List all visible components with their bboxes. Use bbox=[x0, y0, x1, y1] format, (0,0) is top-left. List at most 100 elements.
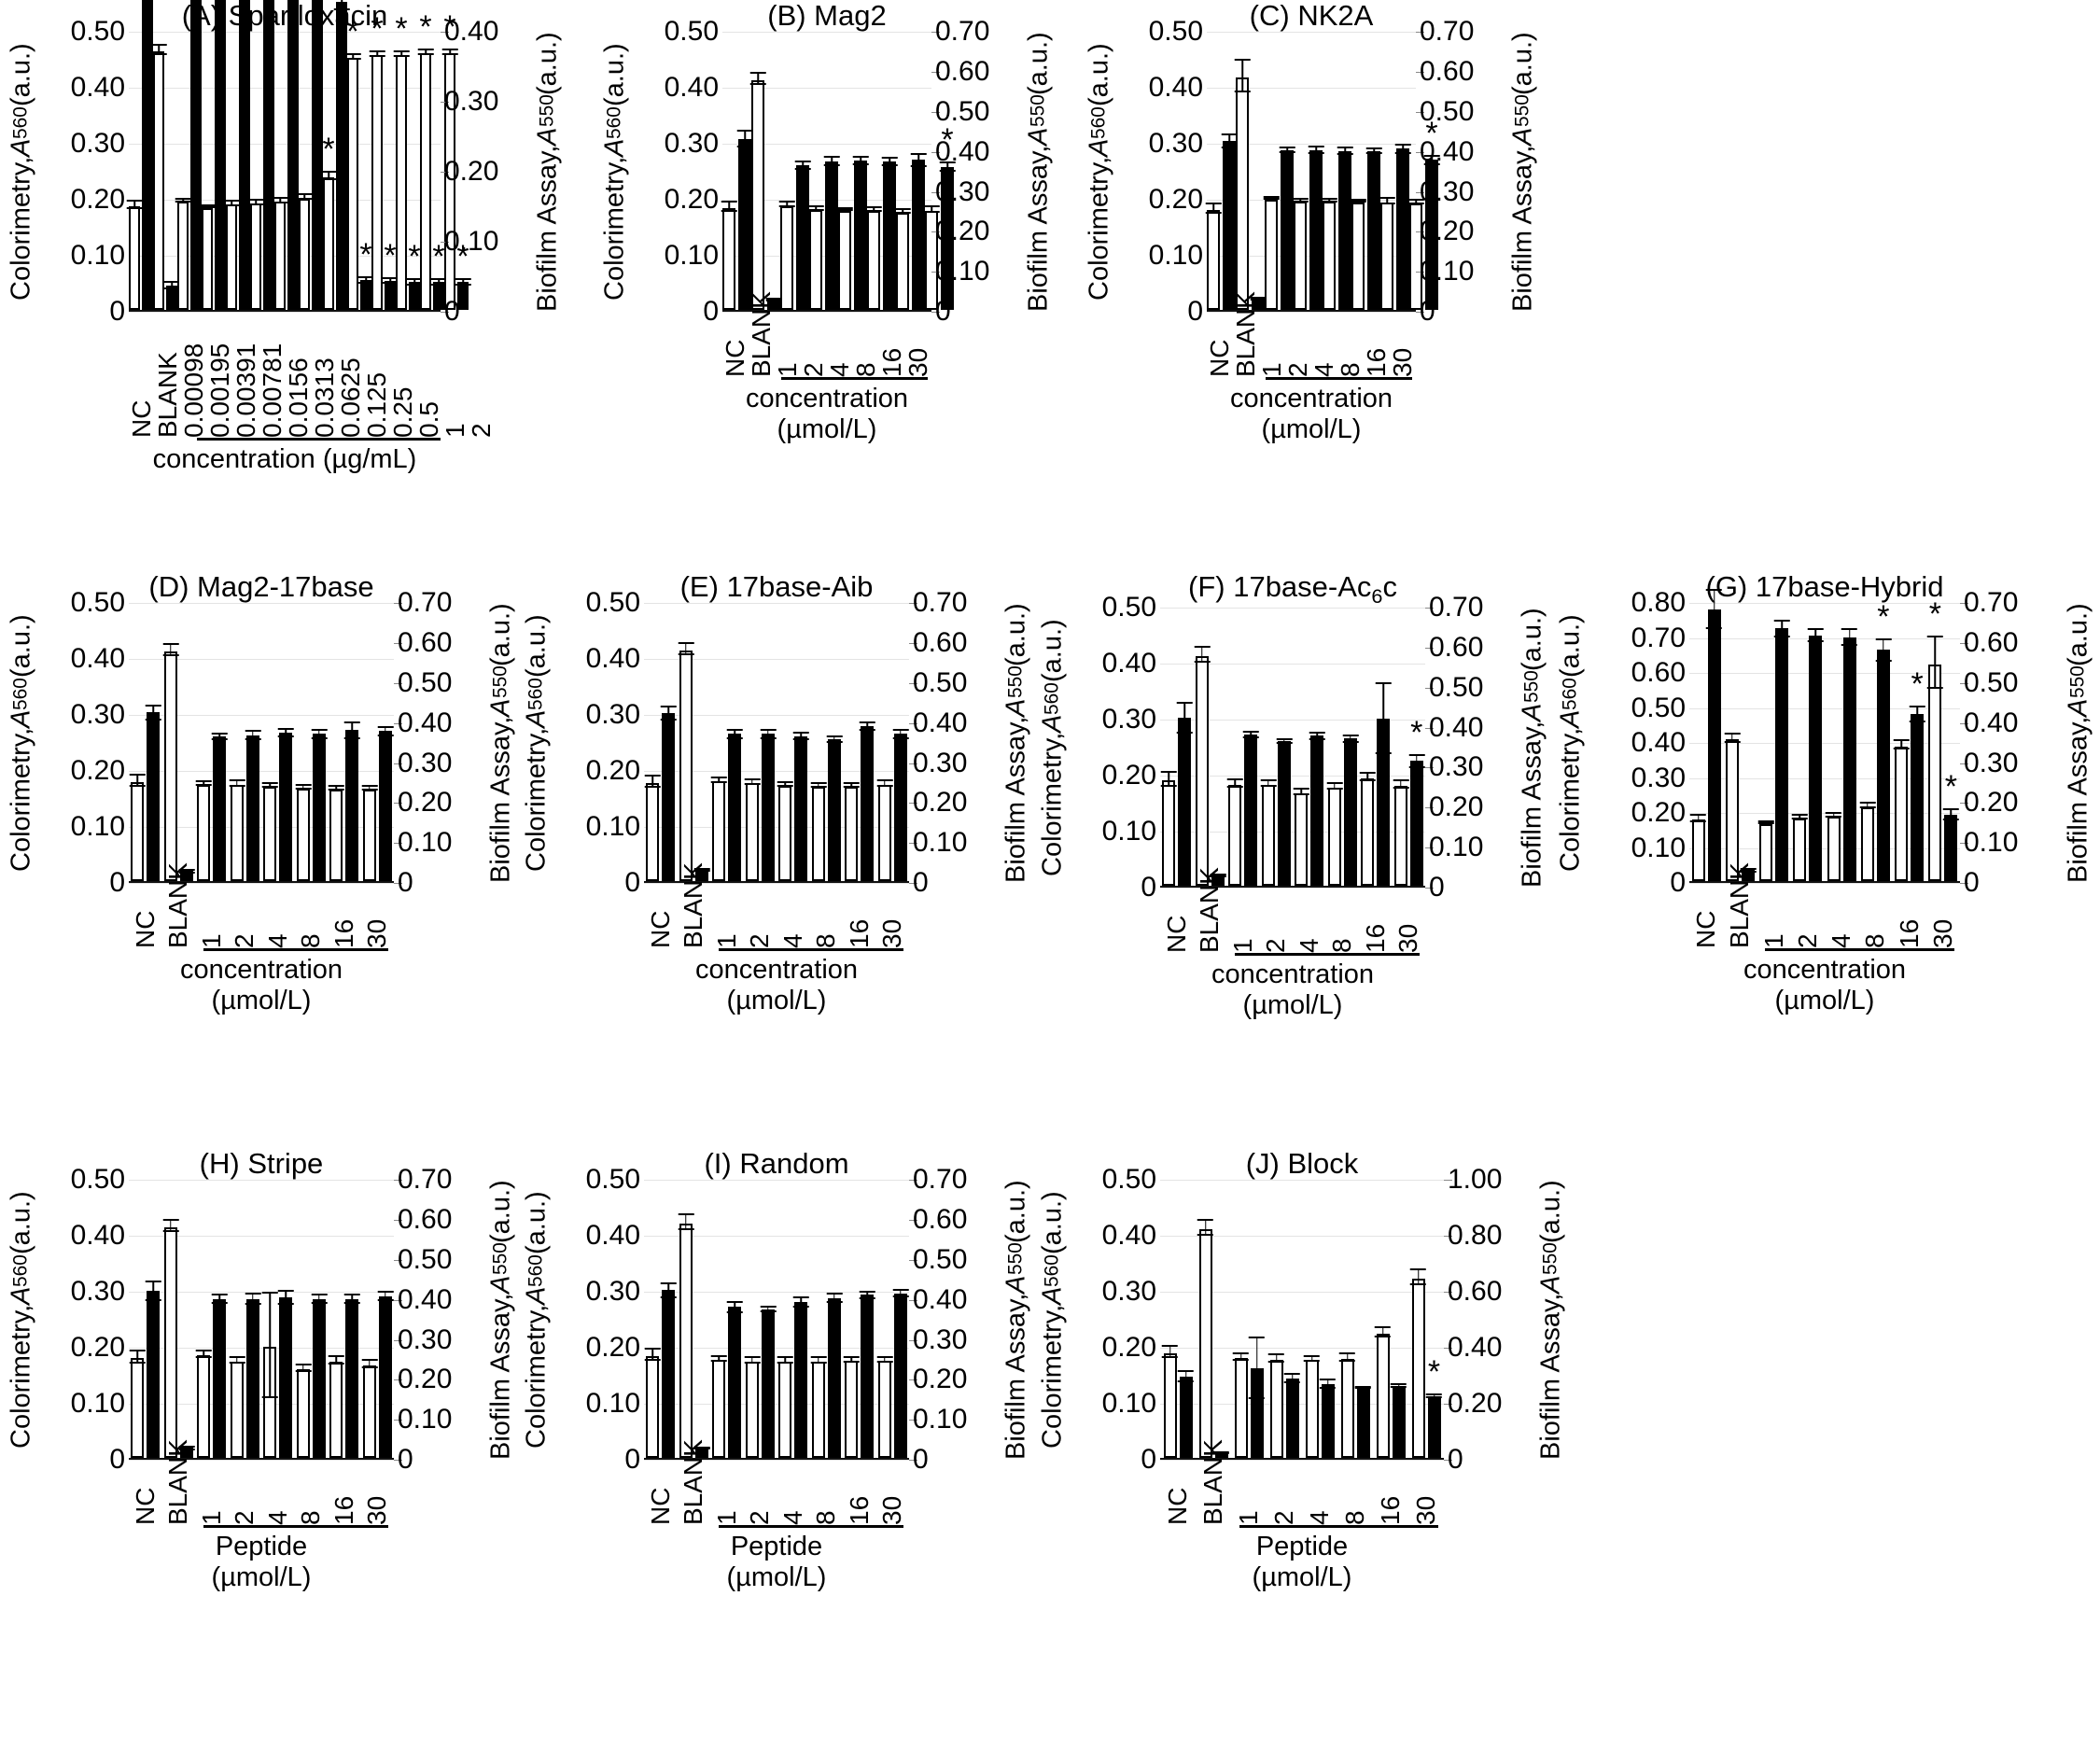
y2-tick-mark bbox=[909, 642, 917, 644]
x-axis-labels-wrap: NC BLANK 1 2 4 8 16 30 bbox=[1031, 1439, 1573, 1526]
right-axis-ticks: 0 0.10 0.20 0.30 0.40 0.50 0.60 0.70 bbox=[1425, 592, 1511, 903]
x-caption-text: Peptide (µmol/L) bbox=[211, 1532, 312, 1592]
plot-area-g: * * * * bbox=[1689, 589, 1960, 885]
bar-filled bbox=[263, 0, 274, 311]
y2-tick-label: 0.70 bbox=[913, 587, 968, 619]
bar-open bbox=[1265, 195, 1278, 311]
bar-filled bbox=[662, 1281, 676, 1459]
bar-open bbox=[1351, 198, 1365, 311]
bar-filled bbox=[1741, 867, 1755, 882]
gridline bbox=[1207, 88, 1416, 90]
error-bar bbox=[1400, 779, 1402, 790]
error-bar bbox=[1357, 198, 1359, 203]
x-tick-text: 30 bbox=[877, 918, 907, 949]
y2-tick-label: 0.30 bbox=[935, 175, 990, 207]
bar-filled bbox=[1842, 628, 1856, 882]
bar-open bbox=[646, 774, 660, 882]
error-bar bbox=[1344, 147, 1346, 155]
significance-star: * bbox=[371, 10, 384, 47]
bar-filled bbox=[893, 1289, 907, 1459]
gridline bbox=[722, 144, 931, 146]
bar-group: * bbox=[1393, 608, 1426, 887]
error-bar bbox=[1270, 195, 1272, 201]
spacer-left2 bbox=[0, 1525, 129, 1592]
x-tick-label: NC bbox=[1205, 312, 1234, 377]
bar-group bbox=[678, 1180, 711, 1459]
bar-group: * bbox=[1408, 1180, 1444, 1459]
significance-star: * bbox=[1928, 596, 1941, 633]
y-tick-label: 0.30 bbox=[70, 699, 125, 731]
x-tick-label: BLANK bbox=[1723, 862, 1757, 948]
error-bar bbox=[734, 1300, 735, 1313]
x-caption-rule bbox=[1265, 377, 1412, 381]
bar-group bbox=[810, 1180, 844, 1459]
y2-tick-mark bbox=[1425, 608, 1434, 609]
error-bar bbox=[1402, 144, 1404, 154]
bar-group bbox=[129, 0, 153, 311]
x-tick-text: 8 bbox=[1860, 933, 1890, 949]
y2-tick-mark bbox=[441, 312, 449, 314]
significance-star: * bbox=[1427, 1354, 1441, 1391]
bar-open bbox=[1207, 203, 1220, 311]
left-axis-ticks: 0 0.10 0.20 0.30 0.40 0.50 bbox=[1074, 592, 1160, 903]
panel-b: (B) Mag2 Colorimetry, A 560 (a.u.) 0 0.10 0.2… bbox=[594, 0, 1060, 444]
bar-group bbox=[1160, 608, 1194, 887]
error-bar bbox=[917, 153, 919, 167]
gridline bbox=[129, 1460, 394, 1462]
x-tick-label: NC bbox=[1160, 888, 1194, 953]
y2-tick-mark bbox=[1444, 1236, 1452, 1238]
x-tick-label: NC bbox=[129, 883, 162, 948]
y2-tick-mark bbox=[909, 1219, 917, 1221]
y2-tick-label: 0.70 bbox=[913, 1164, 968, 1196]
bar-group bbox=[1825, 603, 1858, 882]
x-tick-text: BLANK bbox=[163, 862, 193, 949]
bar-open: * bbox=[1928, 598, 1942, 882]
x-tick-label: 4 bbox=[825, 312, 854, 378]
error-bar bbox=[685, 1213, 687, 1231]
x-axis-labels-wrap: NC BLANK 1 2 4 8 16 30 bbox=[0, 862, 523, 949]
bar-group bbox=[644, 1180, 678, 1459]
x-tick-text: 8 bbox=[1327, 938, 1357, 954]
y2-tick-mark bbox=[1960, 763, 1968, 764]
y2-tick-mark bbox=[1425, 807, 1434, 809]
x-tick-label: BLANK bbox=[678, 1439, 711, 1525]
y-tick-label: 0.30 bbox=[585, 1276, 640, 1308]
y2-tick-label: 0.30 bbox=[1420, 175, 1475, 207]
x-tick-text: 16 bbox=[1360, 923, 1390, 954]
bar-filled bbox=[1281, 147, 1294, 311]
x-tick-label: 2 bbox=[799, 312, 828, 378]
y2-tick-mark bbox=[1444, 1292, 1452, 1294]
x-tick-labels: NC BLANK 1 2 4 8 16 30 bbox=[644, 862, 909, 949]
error-bar bbox=[1334, 782, 1336, 790]
bar-filled: * bbox=[1427, 1356, 1441, 1459]
y2-tick-mark bbox=[909, 1420, 917, 1421]
error-bar bbox=[751, 777, 753, 785]
error-bar bbox=[335, 785, 337, 791]
y2-tick-label: 0.20 bbox=[1448, 1388, 1503, 1420]
bar-open bbox=[1323, 197, 1336, 311]
x-tick-label: 2 bbox=[229, 883, 262, 949]
bar-filled bbox=[1244, 730, 1258, 887]
y2-tick-mark bbox=[931, 111, 940, 113]
spacer-right2 bbox=[394, 948, 523, 1015]
error-bar bbox=[1950, 808, 1953, 820]
x-tick-text: 4 bbox=[1294, 938, 1323, 954]
panel-body-j: Colorimetry, A 560 (a.u.) 0 0.10 0.20 0.30 0.4… bbox=[1031, 1164, 1573, 1475]
error-bar bbox=[1184, 1369, 1187, 1383]
bar-filled bbox=[893, 729, 907, 882]
bar-open bbox=[845, 1355, 859, 1459]
x-tick-text: 16 bbox=[1376, 1495, 1405, 1526]
x-tick-text: 4 bbox=[1827, 933, 1856, 949]
bar-open bbox=[1327, 782, 1341, 887]
error-bar bbox=[1416, 753, 1418, 769]
y2-tick-label: 0.20 bbox=[913, 787, 968, 819]
y2-tick-label: 0.50 bbox=[1420, 95, 1475, 127]
x-tick-text: 2 bbox=[1283, 362, 1312, 378]
gridline bbox=[129, 659, 394, 661]
y2-tick-mark bbox=[394, 1379, 402, 1381]
x-tick-label: 2 bbox=[1267, 1460, 1302, 1526]
error-bar bbox=[1731, 732, 1733, 743]
y2-tick-label: 0.20 bbox=[444, 156, 499, 188]
y2-tick-label: 0.60 bbox=[913, 626, 968, 658]
x-tick-text: 1 bbox=[196, 933, 226, 949]
